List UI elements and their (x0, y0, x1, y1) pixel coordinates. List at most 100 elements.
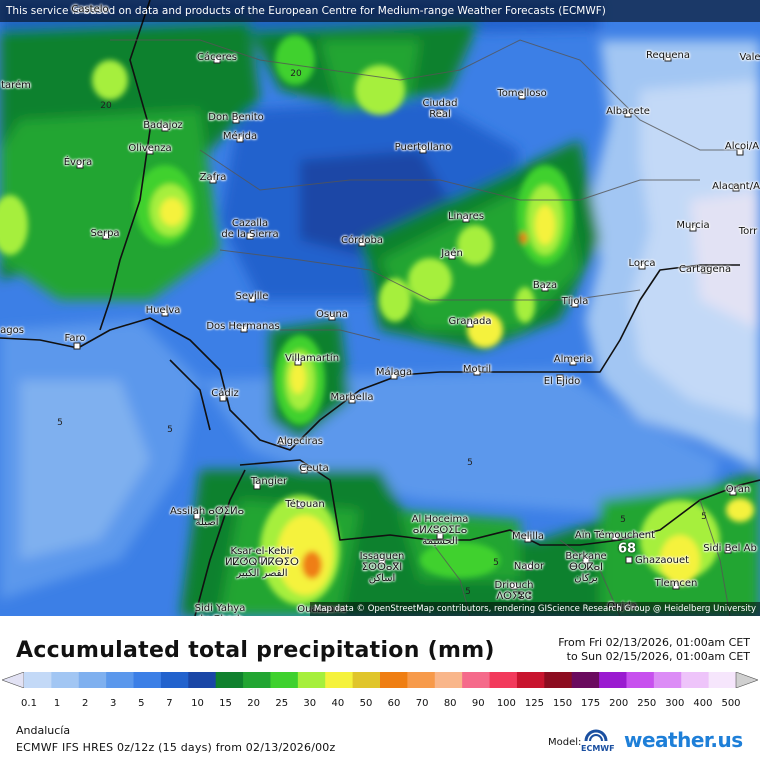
legend-swatch (106, 672, 135, 688)
legend-tick-label: 15 (219, 698, 232, 709)
precip-legend-bar (2, 672, 758, 688)
ecmwf-logo-icon[interactable] (580, 727, 620, 755)
city-label: Tlemcen (654, 578, 698, 589)
city-marker (541, 284, 549, 292)
legend-tick-label: 200 (609, 698, 629, 709)
city-marker (518, 92, 526, 100)
precipitation-map[interactable]: This service is based on data and produc… (0, 0, 760, 616)
legend-swatch (599, 672, 627, 688)
legend-swatch (434, 672, 463, 688)
legend-tick-label: 400 (693, 698, 713, 709)
city-marker (510, 582, 518, 590)
legend-swatch (243, 672, 271, 688)
weather-us-logo[interactable]: weather.us (624, 728, 743, 752)
city-label: Tíjola (561, 296, 589, 307)
city-marker (736, 148, 744, 156)
city-label: Aïn Témouchent (574, 530, 656, 541)
city-label: Seville (235, 291, 269, 302)
city-marker (279, 438, 287, 446)
contour-label: 5 (465, 587, 471, 597)
legend-tick-label: 7 (166, 698, 173, 709)
city-label: Dos Hermanas (206, 321, 280, 332)
city-marker (236, 135, 244, 143)
legend-tick-label: 70 (415, 698, 429, 709)
legend-tick-label: 20 (247, 698, 260, 709)
legend-tick-label: 1 (53, 698, 61, 709)
legend-swatch (489, 672, 518, 688)
legend-tick-label: 2 (81, 698, 89, 709)
city-marker (76, 161, 84, 169)
city-label: Olivenza (128, 143, 172, 154)
contour-label: 5 (620, 515, 626, 525)
city-label: Tétouan (285, 499, 325, 510)
ecmwf-notice-banner: This service is based on data and produc… (0, 0, 760, 22)
city-label: Algeciras (277, 436, 323, 447)
city-marker (300, 466, 308, 474)
legend-swatch (380, 672, 408, 688)
legend-tick-label: 80 (443, 698, 457, 709)
contour-label: 5 (701, 512, 707, 522)
contour-label: 20 (100, 101, 112, 111)
city-label: Castelo (71, 4, 109, 15)
city-label: tarém (1, 80, 31, 91)
city-marker (624, 110, 632, 118)
city-marker (146, 147, 154, 155)
legend-swatch (407, 672, 436, 688)
legend-tick-label: 60 (387, 698, 401, 709)
city-label: Al Hoceima ⴰⵍⵃⵓⵙⵉⵎⴰ الحسيمة (411, 514, 469, 547)
city-marker (571, 300, 579, 308)
city-marker (246, 232, 254, 240)
legend-swatch (544, 672, 573, 688)
city-label: Sidi Yahyadu Gharb (194, 603, 246, 616)
city-marker (524, 535, 532, 543)
city-label: Motril (462, 364, 492, 375)
city-marker (582, 556, 590, 564)
city-marker (466, 320, 474, 328)
city-marker (436, 109, 444, 117)
city-marker (569, 358, 577, 366)
period-to: to Sun 02/15/2026, 01:00am CET (566, 650, 750, 663)
map-attribution: Map data © OpenStreetMap contributors, r… (310, 602, 760, 616)
city-marker (161, 309, 169, 317)
legend-tick-label: 40 (331, 698, 345, 709)
city-marker (240, 325, 248, 333)
city-label: Serpa (90, 228, 120, 239)
city-label: Mérida (222, 131, 258, 142)
city-marker (213, 56, 221, 64)
city-marker (436, 532, 444, 540)
contour-label: 68 (617, 541, 637, 557)
city-label: Assilah ⴰⵚⵉⵍⴰ أصيلة (169, 506, 245, 528)
city-marker (193, 512, 201, 520)
city-label: Évora (63, 157, 93, 168)
legend-tick-label: 50 (359, 698, 373, 709)
legend-swatch (270, 672, 299, 688)
city-label: Tomelloso (497, 88, 547, 99)
contour-label: 20 (290, 69, 302, 79)
city-marker (701, 266, 709, 274)
legend-swatch (51, 672, 80, 688)
brand-suffix: us (717, 728, 744, 752)
period-from: From Fri 02/13/2026, 01:00am CET (558, 636, 750, 649)
legend-tick-label: 150 (552, 698, 573, 709)
city-label: Córdoba (341, 235, 383, 246)
city-label: Driouch ⴷⵔⵢⵓⵛ (494, 580, 534, 602)
city-marker (448, 252, 456, 260)
city-label: Ksar-el-Kebir ⵍⵇⵚⵕ ⵍⴽⴱⵉⵔ القصر الكبير (225, 546, 299, 579)
city-label: Jaén (441, 248, 463, 259)
city-marker (232, 116, 240, 124)
contour-label: 5 (167, 425, 173, 435)
city-label: Cáceres (196, 52, 238, 63)
legend-tick-label: 300 (665, 698, 685, 709)
city-marker (102, 232, 110, 240)
city-label: Lorca (628, 258, 656, 269)
legend-swatch (78, 672, 107, 688)
city-marker (348, 396, 356, 404)
legend-swatch (352, 672, 381, 688)
city-marker (328, 313, 336, 321)
city-label: Requena (646, 50, 690, 61)
legend-tick-label: 30 (303, 698, 317, 709)
ecmwf-logo-text: ECMWF (581, 744, 615, 753)
city-marker (525, 563, 533, 571)
city-label: Berkane ⴱⵔⴽⴰⵏ بركان (565, 551, 607, 584)
legend-swatch (571, 672, 600, 688)
